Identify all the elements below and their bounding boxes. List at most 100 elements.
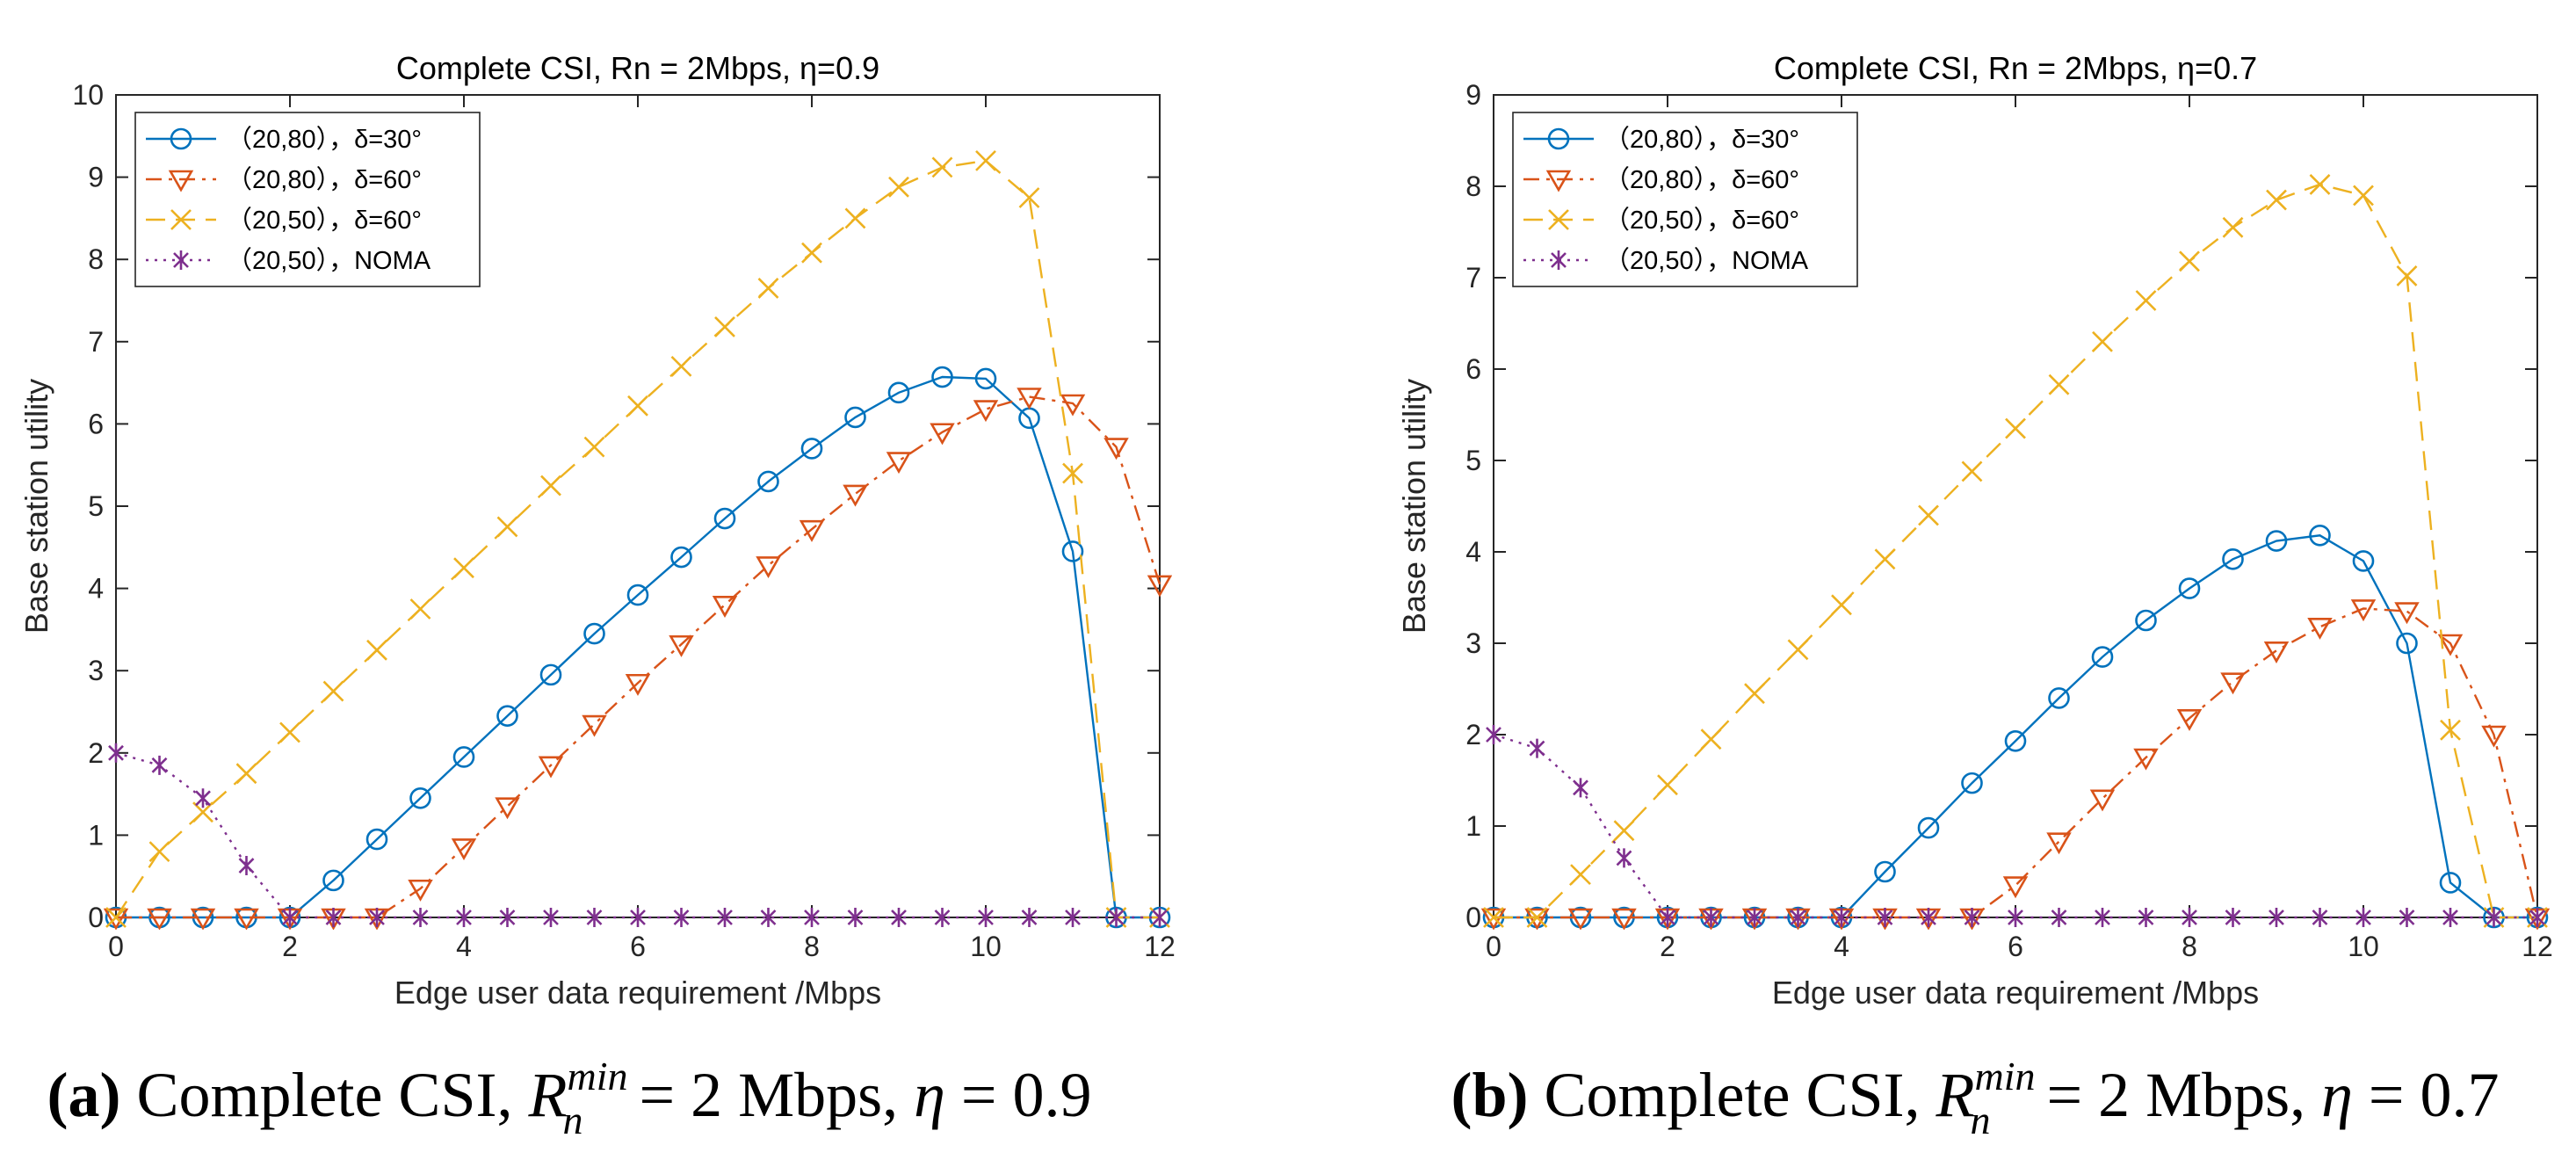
legend-entry: （20,50），NOMA: [1604, 247, 1809, 275]
data-point: [496, 516, 518, 538]
data-point: [931, 156, 953, 178]
x-tick-label: 0: [108, 931, 124, 962]
data-point: [499, 908, 516, 927]
data-point: [1700, 728, 1722, 750]
y-tick-label: 3: [88, 655, 104, 686]
legend-marker: [1545, 170, 1572, 192]
data-point: [1747, 908, 1762, 927]
data-point: [757, 470, 779, 493]
legend-entry: （20,80），δ=60°: [227, 166, 422, 194]
data-point: [104, 908, 129, 930]
data-point: [105, 907, 127, 928]
data-point: [760, 908, 777, 927]
y-tick-label: 2: [88, 737, 104, 769]
data-point: [1529, 738, 1545, 758]
data-point: [1103, 438, 1129, 460]
data-point: [2486, 908, 2502, 927]
data-point: [365, 828, 388, 851]
data-point: [279, 721, 300, 743]
y-tick-label: 7: [88, 326, 104, 358]
y-tick-label: 1: [1465, 810, 1481, 842]
y-axis-label: Base station utility: [1396, 379, 1432, 634]
y-tick-label: 6: [88, 408, 104, 439]
data-point: [540, 475, 561, 497]
data-point: [2220, 672, 2246, 695]
data-point: [409, 598, 431, 620]
data-point: [369, 908, 385, 927]
data-point: [2437, 634, 2464, 656]
data-point: [1017, 388, 1042, 410]
y-tick-label: 5: [1465, 445, 1481, 476]
data-point: [931, 366, 953, 388]
data-point: [1062, 462, 1083, 484]
data-point: [2135, 290, 2157, 311]
data-point: [1744, 683, 1765, 705]
legend: （20,80），δ=30° （20,80），δ=60° （20,50），δ=60° （…: [1512, 112, 1858, 287]
x-tick-label: 6: [630, 931, 646, 962]
data-point: [322, 869, 344, 892]
caption-b: (b) Complete CSI, Rmin n = 2 Mbps, η = 0.…: [1451, 1054, 2500, 1142]
legend-box: [1512, 112, 1858, 287]
data-point: [888, 176, 909, 198]
data-point: [843, 484, 868, 507]
x-tick-label: 10: [970, 931, 1002, 962]
series-4: [108, 743, 1168, 927]
series-4: [1486, 725, 2545, 927]
y-tick-label: 4: [1465, 536, 1481, 568]
data-point: [151, 755, 168, 775]
data-point: [2182, 908, 2197, 927]
data-point: [2091, 646, 2114, 668]
data-point: [195, 788, 211, 808]
data-point: [1790, 908, 1806, 927]
y-tick-label: 3: [1465, 627, 1481, 659]
data-point: [670, 546, 692, 569]
chart-title: Complete CSI, Rn = 2Mbps, η=0.9: [396, 50, 879, 86]
data-point: [712, 596, 738, 618]
legend-entry: （20,50），δ=60°: [227, 207, 422, 235]
data-point: [495, 797, 520, 820]
y-tick-label: 2: [1465, 719, 1481, 750]
data-point: [2048, 373, 2070, 395]
data-point: [234, 908, 259, 930]
data-point: [973, 400, 999, 423]
data-point: [1061, 540, 1084, 562]
y-tick-label: 8: [1465, 170, 1481, 202]
data-point: [1964, 908, 1980, 927]
data-point: [2002, 876, 2029, 899]
data-point: [543, 908, 559, 927]
data-point: [2439, 872, 2462, 894]
data-point: [974, 367, 997, 390]
data-point: [978, 908, 994, 927]
data-point: [2312, 908, 2328, 927]
data-point: [2092, 330, 2113, 352]
data-point: [1961, 772, 1983, 794]
data-point: [147, 908, 172, 930]
data-point: [1703, 908, 1719, 927]
legend-entry: （20,80），δ=30°: [1604, 126, 1799, 154]
y-tick-label: 7: [1465, 262, 1481, 294]
data-point: [1573, 778, 1588, 798]
y-tick-label: 0: [88, 902, 104, 933]
data-point: [1526, 907, 1548, 928]
data-point: [626, 584, 649, 606]
data-point: [2266, 189, 2287, 211]
y-tick-label: 5: [88, 490, 104, 522]
data-point: [2396, 265, 2418, 286]
data-point: [2394, 602, 2420, 625]
data-point: [1660, 908, 1675, 927]
data-point: [930, 423, 955, 446]
data-point: [847, 908, 864, 927]
data-point: [625, 673, 651, 696]
data-point: [1567, 908, 1594, 930]
y-tick-label: 4: [88, 573, 104, 605]
data-point: [2138, 908, 2154, 927]
legend-marker: [168, 170, 194, 192]
x-tick-label: 8: [804, 931, 820, 962]
data-point: [1616, 848, 1632, 868]
data-point: [1147, 575, 1172, 598]
y-tick-label: 6: [1465, 353, 1481, 385]
chart-title: Complete CSI, Rn = 2Mbps, η=0.7: [1774, 50, 2257, 86]
data-point: [282, 908, 298, 927]
